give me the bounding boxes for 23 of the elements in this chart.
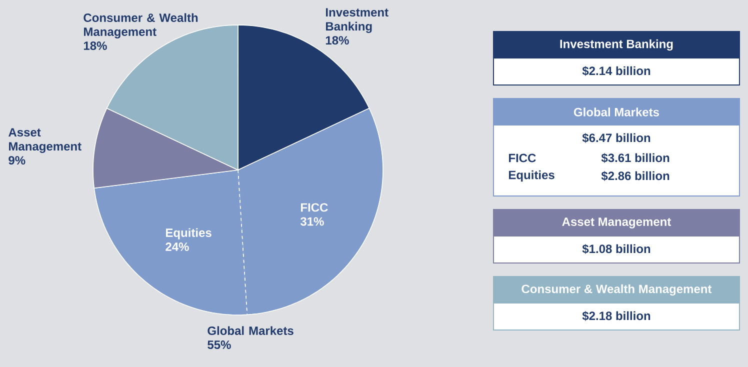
slice-label: FICC [301,203,328,212]
text: FICC [509,154,536,162]
text: Equities [509,170,554,182]
data-label: 31% [300,217,324,226]
data-label: 9% [8,156,26,165]
category-label: Global Markets [574,108,659,116]
category-label: Investment Banking [560,39,673,51]
slice-label: Equities [166,228,212,240]
data-label: 18% [326,36,349,45]
text: $3.61 billion [601,153,670,163]
text: Global Markets 55% [208,326,294,349]
text: $2.86 billion [601,171,670,181]
text: $2.18 billion [582,311,650,321]
slice-label: Consumer & Wealth Management [84,13,198,38]
category-label: Asset Management [562,218,671,228]
data-label: 24% [166,242,189,251]
slice-label: Asset Management [8,128,82,153]
data-label: 18% [84,42,107,50]
slice-label: Investment Banking [326,8,388,33]
category-label: Consumer & Wealth Management [522,284,712,296]
text: $2.14 billion [582,66,650,76]
text: $6.47 billion [582,133,650,143]
text: $1.08 billion [582,244,650,254]
